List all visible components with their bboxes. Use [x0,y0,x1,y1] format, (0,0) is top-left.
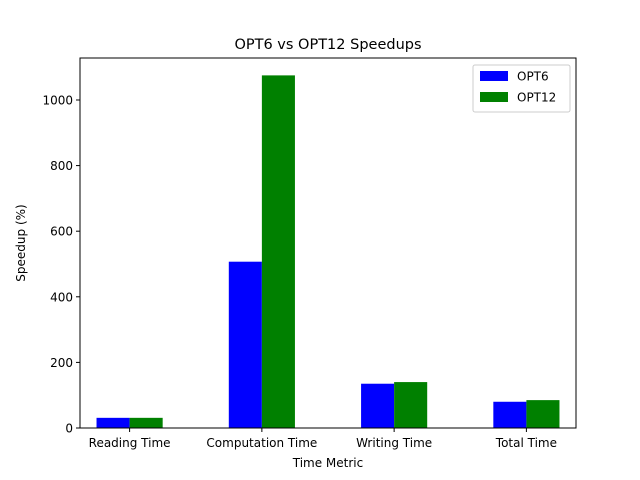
bar-opt12-2 [394,382,428,428]
bar-opt12-3 [526,400,560,428]
bar-opt12-1 [261,75,295,428]
y-axis-label: Speedup (%) [14,204,28,281]
x-axis: Reading Time Computation Time Writing Time… [89,428,557,450]
plot-frame [79,57,577,429]
y-tick-label-2: 400 [50,290,73,304]
bar-opt6-0 [96,417,130,428]
bar-opt12-0 [129,417,163,428]
legend-label-opt12: OPT12 [517,91,556,105]
y-tick-label-0: 0 [65,422,73,436]
legend-label-opt6: OPT6 [517,70,549,84]
x-tick-label-3: Total Time [495,436,557,450]
x-tick-label-1: Computation Time [206,436,317,450]
legend-swatch-opt12 [480,92,508,102]
bar-opt6-1 [228,261,262,428]
bar-opt6-3 [493,401,527,428]
legend-swatch-opt6 [480,71,508,81]
x-axis-label: Time Metric [292,456,364,470]
x-tick-label-2: Writing Time [356,436,432,450]
bars-group [96,75,560,428]
y-tick-label-1: 200 [50,356,73,370]
x-tick-label-0: Reading Time [89,436,171,450]
y-axis: 0 200 400 600 800 1000 [42,93,80,436]
legend: OPT6 OPT12 [472,64,571,113]
y-tick-label-4: 800 [50,159,73,173]
chart-title: OPT6 vs OPT12 Speedups [234,37,421,53]
y-tick-label-5: 1000 [42,93,73,107]
bar-opt6-2 [361,383,395,428]
y-tick-label-3: 600 [50,225,73,239]
